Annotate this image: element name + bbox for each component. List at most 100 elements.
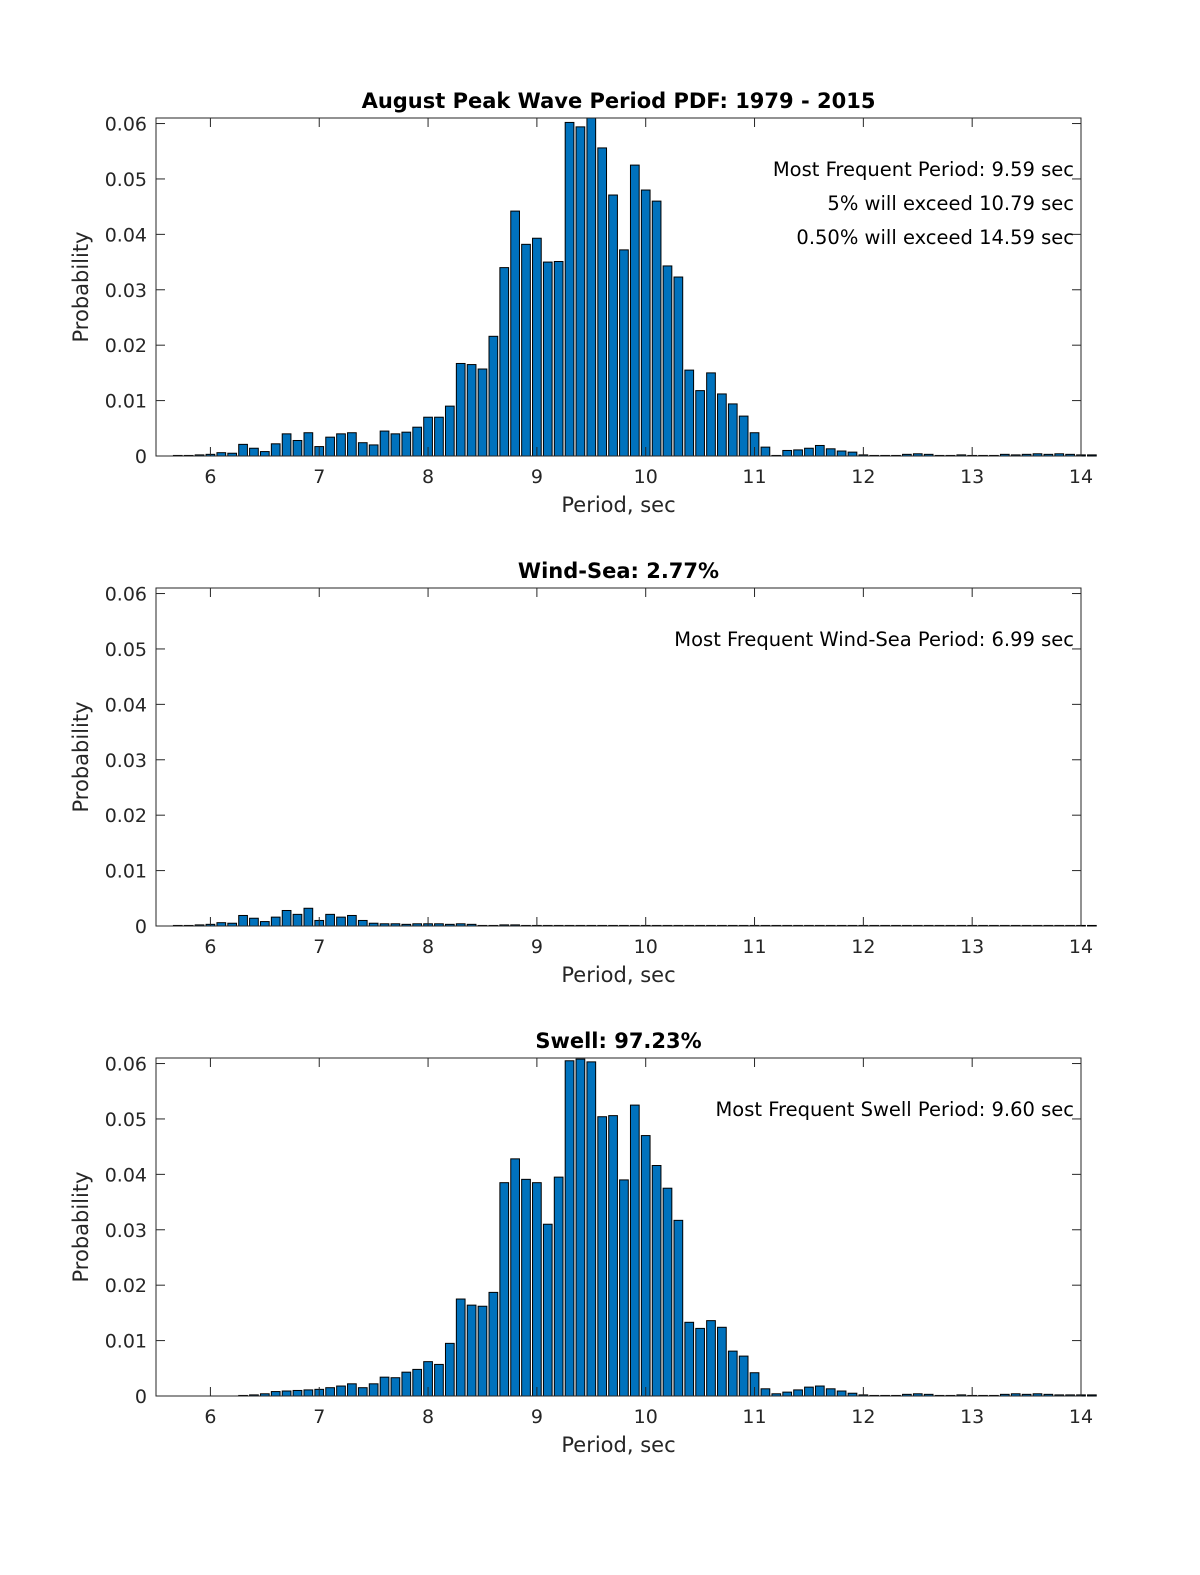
ticks-group: 6 7 8 9 10 11 12 13 14 0 0.01 0.02 0.03 0.04 0.05 0.06 xyxy=(105,114,1093,488)
x-tick-label: 11 xyxy=(742,466,766,488)
bar xyxy=(804,1386,814,1397)
bar xyxy=(390,433,401,457)
annotation-5pct-exceed: 5% will exceed 10.79 sec xyxy=(827,192,1074,215)
bar xyxy=(238,914,248,927)
x-axis-label: Period, sec xyxy=(561,963,675,987)
axes-box xyxy=(155,587,1082,927)
bar xyxy=(292,1389,303,1397)
bar xyxy=(727,403,738,457)
x-tick-label: 8 xyxy=(422,1406,434,1428)
bar xyxy=(412,426,423,457)
bar xyxy=(510,210,520,457)
bar xyxy=(586,1061,597,1397)
chart-title: Wind-Sea: 2.77% xyxy=(518,559,719,583)
bar xyxy=(553,261,564,457)
x-tick-label: 8 xyxy=(422,466,434,488)
bar xyxy=(608,1115,618,1397)
bar xyxy=(336,916,346,927)
bar xyxy=(760,1388,771,1397)
x-tick-label: 13 xyxy=(960,936,984,958)
bar xyxy=(368,1383,379,1397)
x-tick-label: 14 xyxy=(1069,936,1093,958)
x-tick-label: 8 xyxy=(422,936,434,958)
bar xyxy=(695,1327,705,1397)
bar xyxy=(325,913,335,927)
x-tick-label: 11 xyxy=(742,936,766,958)
bar xyxy=(684,1321,695,1397)
bar xyxy=(586,117,597,457)
bar xyxy=(619,1179,629,1397)
y-axis-label: Probability xyxy=(69,231,93,342)
bar xyxy=(357,1387,368,1397)
bar xyxy=(249,447,259,457)
x-tick-label: 10 xyxy=(634,936,658,958)
bar xyxy=(629,1104,640,1397)
bar xyxy=(793,449,803,457)
bar xyxy=(259,921,270,927)
bar xyxy=(336,1385,346,1397)
bar xyxy=(325,436,335,457)
x-tick-label: 7 xyxy=(313,1406,325,1428)
annotation-most-frequent-wind-sea-period: Most Frequent Wind-Sea Period: 6.99 sec xyxy=(674,628,1074,651)
chart-panel-total: 6 7 8 9 10 11 12 13 1400.010.020.030.040.050.06 … xyxy=(69,89,1097,517)
bar xyxy=(673,1219,684,1397)
bar xyxy=(706,1320,716,1397)
x-tick-label: 6 xyxy=(204,466,216,488)
x-tick-label: 6 xyxy=(204,1406,216,1428)
bars-group-total xyxy=(172,117,1097,457)
bar xyxy=(782,449,793,457)
bar xyxy=(575,1058,586,1397)
x-tick-label: 14 xyxy=(1069,1406,1093,1428)
bar xyxy=(270,916,281,927)
bar xyxy=(836,450,847,457)
y-axis-label: Probability xyxy=(69,1171,93,1282)
bar xyxy=(499,1182,510,1397)
bar xyxy=(542,1223,553,1397)
bar xyxy=(270,443,281,457)
bar xyxy=(488,335,499,457)
bar xyxy=(444,1342,455,1397)
y-tick-label: 0.04 xyxy=(105,224,147,246)
bar xyxy=(303,432,314,457)
bar xyxy=(488,1291,499,1397)
bar xyxy=(804,447,814,457)
chart-title: Swell: 97.23% xyxy=(535,1029,701,1053)
bars-group-wind-sea xyxy=(172,907,1097,927)
y-tick-label: 0.03 xyxy=(105,1220,147,1242)
ticks-group: 6 7 8 9 10 11 12 13 14 0 0.01 0.02 0.03 0.04 0.05 0.06 xyxy=(105,584,1093,958)
chart-panel-swell: 6 7 8 9 10 11 12 13 1400.010.020.030.040.050.06 … xyxy=(69,1029,1097,1457)
bar xyxy=(390,1377,401,1397)
ticks-group: 6 7 8 9 10 11 12 13 14 0 0.01 0.02 0.03 0.04 0.05 0.06 xyxy=(105,1054,1093,1428)
bar xyxy=(782,1391,793,1397)
y-tick-label: 0.02 xyxy=(105,805,147,827)
bar xyxy=(259,451,270,457)
bar xyxy=(347,1383,357,1397)
y-tick-label: 0.04 xyxy=(105,694,147,716)
bar xyxy=(738,1355,749,1397)
bar xyxy=(281,1390,292,1397)
bar xyxy=(521,243,531,457)
y-tick-label: 0.01 xyxy=(105,861,147,883)
bar xyxy=(706,372,716,457)
bar xyxy=(825,448,836,457)
y-tick-label: 0.01 xyxy=(105,391,147,413)
bar xyxy=(836,1390,847,1397)
bar xyxy=(499,267,510,457)
annotation-most-frequent-swell-period: Most Frequent Swell Period: 9.60 sec xyxy=(715,1098,1074,1121)
bar xyxy=(1087,924,1097,927)
bar xyxy=(717,1326,727,1397)
axes-box xyxy=(155,117,1082,457)
bar xyxy=(347,914,357,927)
bar xyxy=(303,907,314,927)
y-tick-label: 0.05 xyxy=(105,169,147,191)
x-tick-label: 12 xyxy=(851,936,875,958)
bar xyxy=(695,390,705,457)
bar xyxy=(238,443,248,457)
axes-box xyxy=(155,1057,1082,1397)
bar xyxy=(357,442,368,457)
y-tick-label: 0.06 xyxy=(105,1054,147,1076)
y-tick-label: 0.01 xyxy=(105,1331,147,1353)
bar xyxy=(412,1368,423,1397)
bar xyxy=(760,446,771,457)
